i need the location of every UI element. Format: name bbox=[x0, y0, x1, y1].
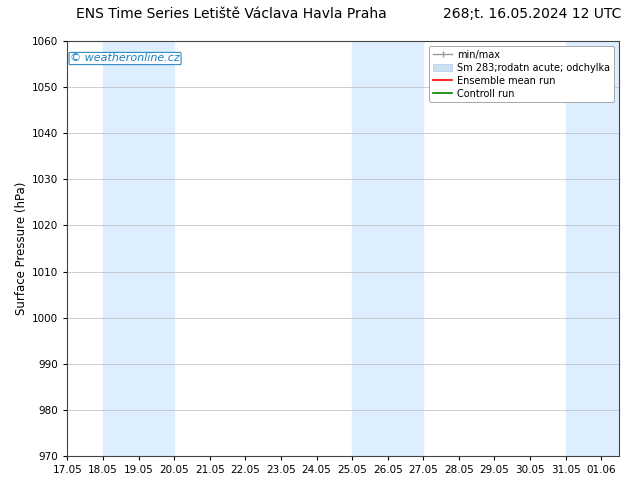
Bar bbox=[566, 41, 619, 456]
Bar bbox=[103, 41, 174, 456]
Bar bbox=[352, 41, 424, 456]
Text: © weatheronline.cz: © weatheronline.cz bbox=[70, 53, 180, 64]
Text: ENS Time Series Letiště Václava Havla Praha: ENS Time Series Letiště Václava Havla Pr… bbox=[76, 7, 387, 22]
Y-axis label: Surface Pressure (hPa): Surface Pressure (hPa) bbox=[15, 182, 28, 315]
Legend: min/max, Sm 283;rodatn acute; odchylka, Ensemble mean run, Controll run: min/max, Sm 283;rodatn acute; odchylka, … bbox=[429, 46, 614, 102]
Text: 268;t. 16.05.2024 12 UTC: 268;t. 16.05.2024 12 UTC bbox=[443, 7, 621, 22]
